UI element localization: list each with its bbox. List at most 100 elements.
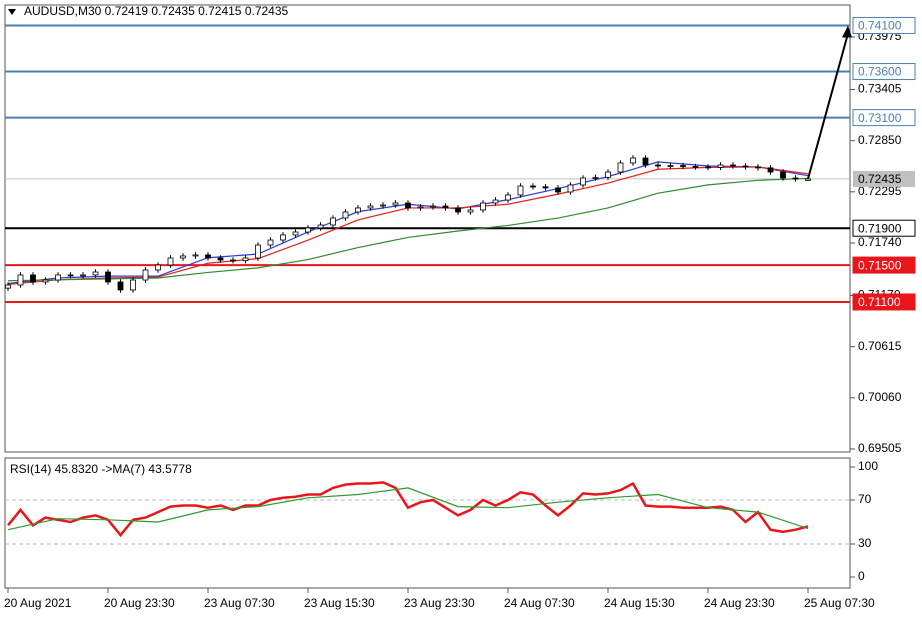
line-series — [7, 166, 809, 286]
candle-body — [317, 224, 324, 229]
y-tick-label: 70 — [858, 492, 872, 506]
x-tick-label: 23 Aug 15:30 — [304, 596, 375, 610]
y-tick-label: 0.70060 — [858, 390, 902, 404]
level-label: 0.71500 — [858, 258, 902, 272]
candle-body — [367, 205, 374, 209]
candle-body — [530, 185, 536, 188]
candle-body — [30, 274, 36, 283]
candle-body — [492, 199, 499, 204]
candle-body — [567, 184, 574, 193]
y-tick-label: 0.71740 — [858, 235, 902, 249]
arrow-shaft — [807, 33, 849, 180]
candle-body — [255, 244, 261, 259]
x-tick-label: 24 Aug 23:30 — [704, 596, 775, 610]
level-label-box — [852, 256, 916, 274]
candle-body — [592, 176, 599, 179]
candle-body — [767, 167, 774, 173]
candle-body — [205, 254, 211, 259]
chart-title: AUDUSD,M30 0.72419 0.72435 0.72415 0.724… — [24, 4, 289, 18]
candle-body — [642, 157, 649, 166]
candle-body — [455, 207, 461, 213]
candle-body — [617, 162, 624, 173]
candle-body — [805, 178, 811, 181]
line-series — [7, 177, 809, 282]
arrow-head — [842, 25, 852, 38]
candle-body — [542, 186, 549, 189]
y-tick-label: 30 — [858, 536, 872, 550]
x-tick-label: 23 Aug 07:30 — [204, 596, 275, 610]
level-label: 0.71100 — [858, 295, 901, 309]
candle-body — [217, 257, 224, 261]
candle-body — [5, 284, 11, 289]
candle-body — [392, 202, 399, 206]
x-tick-label: 23 Aug 23:30 — [404, 596, 475, 610]
level-label: 0.74100 — [858, 19, 902, 33]
level-label-box — [852, 16, 916, 34]
candle-body — [442, 205, 449, 209]
level-label: 0.73600 — [858, 65, 902, 79]
candle-body — [330, 217, 336, 226]
level-label-box — [852, 63, 916, 81]
line-series — [7, 481, 809, 538]
candle-body — [430, 205, 436, 208]
candle-body — [167, 257, 174, 266]
candle-body — [355, 207, 361, 213]
candle-body — [180, 255, 186, 259]
level-label-box — [852, 293, 916, 311]
candle-body — [755, 166, 761, 169]
candle-body — [505, 194, 511, 201]
candle-body — [555, 187, 561, 193]
candle-body — [480, 202, 486, 211]
y-tick-label: 0.69505 — [858, 441, 902, 455]
x-tick-label: 24 Aug 15:30 — [604, 596, 675, 610]
candle-body — [117, 281, 124, 291]
y-tick-label: 0.72850 — [858, 133, 902, 147]
candle-body — [780, 171, 786, 179]
candle-body — [305, 227, 311, 233]
last-price-label: 0.72435 — [858, 172, 902, 186]
candle-body — [105, 271, 111, 283]
candle-body — [717, 164, 724, 168]
candle-body — [267, 239, 274, 246]
candle-body — [130, 279, 136, 291]
y-tick-label: 0 — [858, 569, 865, 583]
candle-body — [742, 165, 749, 168]
candle-body — [55, 274, 61, 281]
level-label-box — [852, 109, 916, 127]
candle-body — [67, 274, 74, 277]
last-price-box — [853, 170, 915, 187]
y-tick-label: 100 — [858, 459, 878, 473]
candle-body — [467, 209, 474, 213]
rsi-panel — [4, 457, 851, 589]
candle-body — [630, 157, 636, 164]
candle-body — [692, 166, 699, 168]
candle-body — [405, 202, 411, 209]
candle-body — [517, 185, 524, 196]
candle-body — [17, 274, 24, 286]
candle-body — [242, 257, 249, 262]
level-label-box — [852, 219, 916, 237]
x-tick-label: 20 Aug 2021 — [4, 596, 72, 610]
candle-body — [155, 264, 161, 271]
candle-body — [230, 259, 236, 262]
candle-body — [292, 231, 299, 236]
y-tick-label: 0.73405 — [858, 82, 902, 96]
line-series — [7, 487, 809, 531]
candle-body — [730, 164, 736, 167]
candle-body — [192, 254, 199, 257]
candle-body — [80, 274, 86, 277]
candle-body — [667, 165, 674, 167]
candle-body — [280, 234, 286, 241]
x-tick-label: 20 Aug 23:30 — [104, 596, 175, 610]
y-tick-label: 0.70615 — [858, 339, 902, 353]
x-tick-label: 24 Aug 07:30 — [504, 596, 575, 610]
level-label: 0.71900 — [858, 221, 902, 235]
candle-body — [705, 166, 711, 169]
candle-body — [680, 165, 686, 167]
menu-arrow[interactable] — [8, 9, 16, 15]
level-label: 0.73100 — [858, 111, 902, 125]
candle-body — [417, 206, 424, 209]
y-tick-label: 0.72295 — [858, 184, 902, 198]
x-tick-label: 25 Aug 07:30 — [804, 596, 875, 610]
